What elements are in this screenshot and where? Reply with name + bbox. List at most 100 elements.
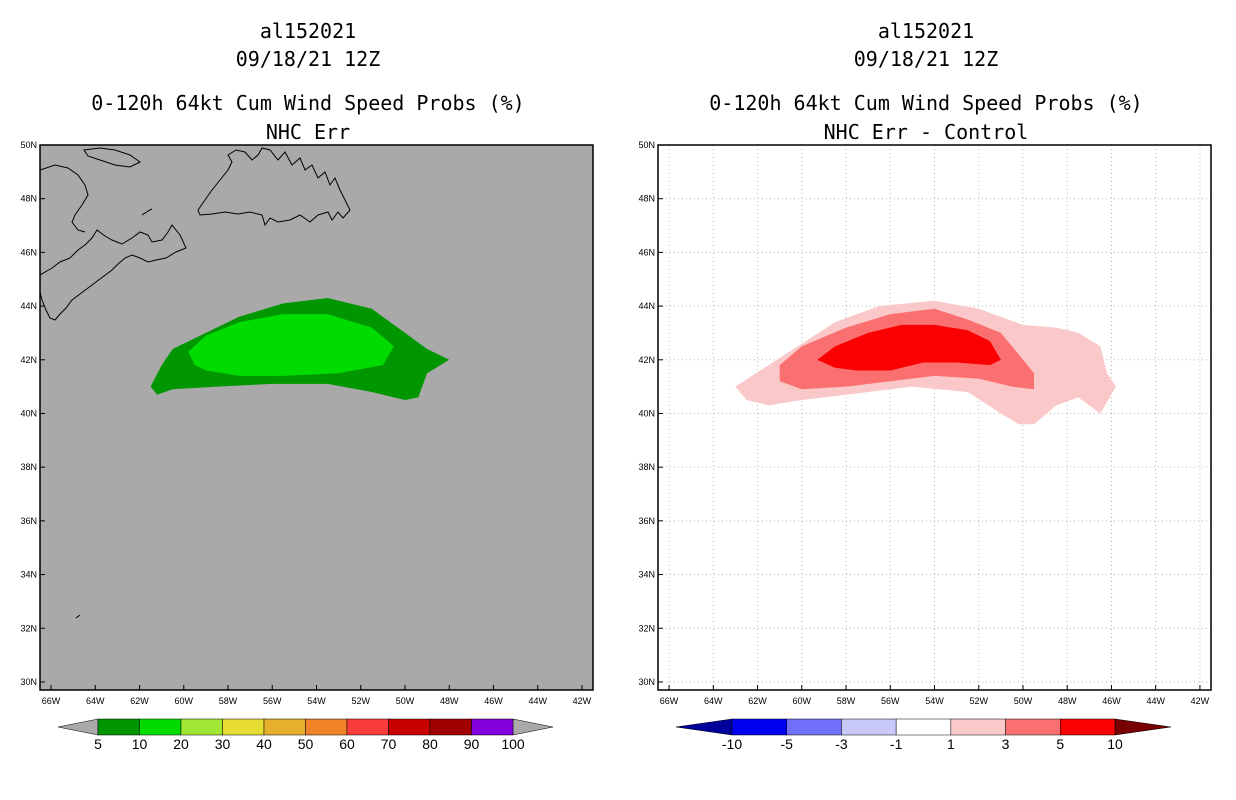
left-colorbar-label: 20 — [173, 736, 189, 752]
left-colorbar-label: 60 — [339, 736, 355, 752]
left-colorbar-swatch — [222, 718, 265, 736]
right-contour-5-10 — [817, 324, 1001, 371]
left-colorbar-swatch — [263, 718, 306, 736]
left-x-tick-label: 62W — [130, 696, 149, 706]
right-y-tick-label: 46N — [638, 247, 655, 257]
right-x-tick-label: 56W — [881, 696, 900, 706]
left-y-tick-label: 36N — [20, 516, 37, 526]
left-colorbar-label: 10 — [132, 736, 148, 752]
right-contours — [735, 300, 1116, 425]
right-y-tick-label: 40N — [638, 408, 655, 418]
right-y-tick-label: 44N — [638, 301, 655, 311]
right-y-tick-label: 42N — [638, 355, 655, 365]
right-chart-subtitle: NHC Err - Control — [824, 120, 1029, 144]
right-colorbar-low-arrow — [675, 718, 733, 736]
left-colorbar-label: 80 — [422, 736, 438, 752]
left-map-background — [40, 145, 593, 690]
left-colorbar-swatch — [305, 718, 348, 736]
left-axis-ticks: 66W 64W 62W 60W 58W 56W 54W 52W 50W 48W 46W 44W 42W 3… — [20, 140, 591, 706]
right-colorbar-swatch — [786, 718, 842, 736]
right-x-tick-label: 58W — [837, 696, 856, 706]
left-colorbar-label: 100 — [501, 736, 525, 752]
right-colorbar-swatch — [950, 718, 1006, 736]
right-colorbar-label: 3 — [1002, 736, 1010, 752]
left-date: 09/18/21 12Z — [236, 47, 381, 71]
left-x-tick-label: 44W — [528, 696, 547, 706]
right-colorbar-swatch — [895, 718, 952, 736]
right-x-tick-label: 66W — [660, 696, 679, 706]
left-x-tick-label: 48W — [440, 696, 459, 706]
right-colorbar-label: 1 — [947, 736, 955, 752]
right-colorbar-swatch — [731, 718, 787, 736]
right-x-tick-label: 50W — [1014, 696, 1033, 706]
left-x-tick-label: 54W — [307, 696, 326, 706]
left-colorbar-label: 30 — [215, 736, 231, 752]
right-x-tick-label: 54W — [925, 696, 944, 706]
right-x-tick-label: 60W — [793, 696, 812, 706]
right-x-tick-label: 44W — [1146, 696, 1165, 706]
left-contour-10-20 — [188, 314, 394, 376]
right-colorbar-label: -3 — [835, 736, 848, 752]
left-chart-title: 0-120h 64kt Cum Wind Speed Probs (%) — [91, 91, 524, 115]
left-colorbar-swatch — [139, 718, 182, 736]
right-x-tick-label: 46W — [1102, 696, 1121, 706]
left-colorbar-label: 90 — [464, 736, 480, 752]
right-x-tick-label: 62W — [748, 696, 767, 706]
left-y-tick-label: 34N — [20, 570, 37, 580]
right-chart-title: 0-120h 64kt Cum Wind Speed Probs (%) — [709, 91, 1142, 115]
left-y-tick-label: 30N — [20, 677, 37, 687]
left-y-tick-label: 48N — [20, 194, 37, 204]
left-x-tick-label: 46W — [484, 696, 503, 706]
left-x-tick-label: 56W — [263, 696, 282, 706]
right-y-tick-label: 34N — [638, 570, 655, 580]
right-x-tick-label: 48W — [1058, 696, 1077, 706]
right-axis-ticks: 66W 64W 62W 60W 58W 56W 54W 52W 50W 48W 46W 44W 42W 3… — [638, 140, 1209, 706]
left-colorbar-high-arrow — [512, 718, 554, 736]
left-colorbar-swatch — [346, 718, 389, 736]
left-colorbar-label: 50 — [298, 736, 314, 752]
left-colorbar-label: 70 — [381, 736, 397, 752]
left-contours — [150, 298, 450, 400]
right-y-tick-label: 36N — [638, 516, 655, 526]
right-panel: al152021 09/18/21 12Z 0-120h 64kt Cum Wi… — [638, 19, 1212, 752]
right-colorbar-swatch — [1005, 718, 1061, 736]
left-x-tick-label: 50W — [396, 696, 415, 706]
right-y-tick-label: 32N — [638, 623, 655, 633]
right-x-tick-label: 52W — [969, 696, 988, 706]
right-x-tick-label: 42W — [1191, 696, 1210, 706]
left-x-tick-label: 60W — [175, 696, 194, 706]
left-panel: al152021 09/18/21 12Z 0-120h 64kt Cum Wi… — [20, 19, 594, 752]
right-y-tick-label: 30N — [638, 677, 655, 687]
left-x-tick-label: 66W — [42, 696, 61, 706]
right-y-tick-label: 38N — [638, 462, 655, 472]
right-colorbar-label: -1 — [890, 736, 903, 752]
right-y-tick-label: 48N — [638, 194, 655, 204]
left-y-tick-label: 38N — [20, 462, 37, 472]
left-colorbar-swatch — [471, 718, 514, 736]
right-colorbar-label: 5 — [1056, 736, 1064, 752]
right-colorbar-label: 10 — [1107, 736, 1123, 752]
right-x-tick-label: 64W — [704, 696, 723, 706]
right-date: 09/18/21 12Z — [854, 47, 999, 71]
right-storm-id: al152021 — [878, 19, 974, 43]
left-y-tick-label: 40N — [20, 408, 37, 418]
left-y-tick-label: 32N — [20, 623, 37, 633]
left-x-tick-label: 58W — [219, 696, 238, 706]
left-y-tick-label: 42N — [20, 355, 37, 365]
left-colorbar-swatch — [97, 718, 140, 736]
left-x-tick-label: 52W — [351, 696, 370, 706]
left-y-tick-label: 44N — [20, 301, 37, 311]
right-colorbar-high-arrow — [1114, 718, 1172, 736]
left-colorbar-low-arrow — [57, 718, 99, 736]
left-storm-id: al152021 — [260, 19, 356, 43]
left-colorbar-label: 5 — [94, 736, 102, 752]
left-y-tick-label: 50N — [20, 140, 37, 150]
left-x-tick-label: 64W — [86, 696, 105, 706]
left-colorbar: 5 10 20 30 40 50 60 70 80 90 100 — [57, 718, 554, 752]
left-colorbar-swatch — [180, 718, 223, 736]
left-colorbar-swatch — [429, 718, 472, 736]
left-x-tick-label: 42W — [573, 696, 592, 706]
right-colorbar-label: -5 — [780, 736, 793, 752]
right-colorbar-label: -10 — [722, 736, 742, 752]
